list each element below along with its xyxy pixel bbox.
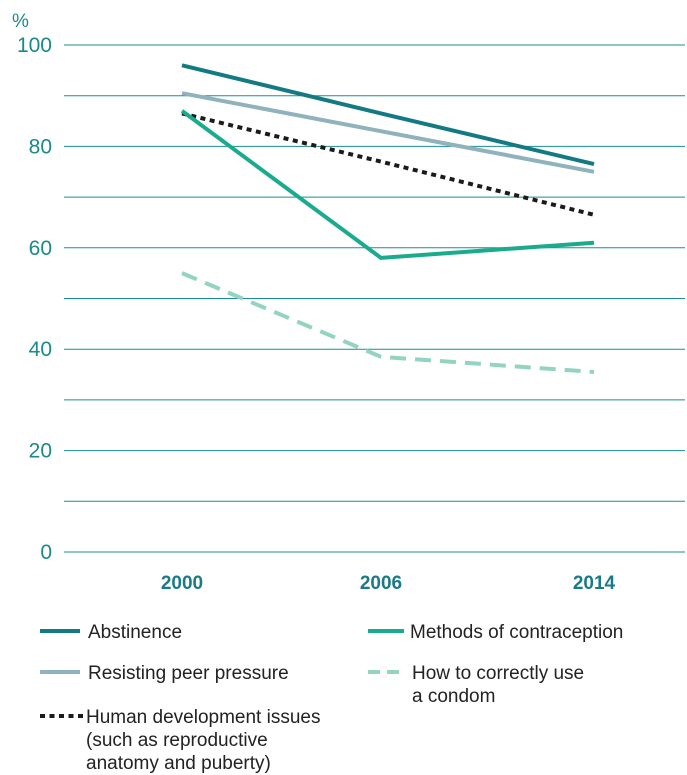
y-axis-unit-label: % bbox=[12, 11, 29, 32]
series-line-3 bbox=[180, 109, 595, 260]
series-lines bbox=[180, 63, 595, 374]
y-tick-label: 60 bbox=[29, 237, 52, 260]
legend-swatch-abstinence bbox=[40, 621, 84, 641]
legend-swatch-resisting-peer-pressure bbox=[40, 662, 84, 682]
gridlines bbox=[64, 44, 685, 553]
legend-item-resisting-peer-pressure: Resisting peer pressure bbox=[40, 662, 289, 685]
series-line-1 bbox=[181, 91, 595, 174]
legend-item-human-development: Human development issues (such as reprod… bbox=[40, 706, 320, 775]
x-tick-label: 2014 bbox=[573, 573, 616, 594]
legend-label-correct-condom-use: How to correctly use a condom bbox=[412, 663, 585, 707]
y-tick-label: 40 bbox=[29, 338, 52, 361]
legend-item-abstinence: Abstinence bbox=[40, 621, 182, 644]
legend-label-human-development: Human development issues (such as reprod… bbox=[86, 707, 321, 774]
y-tick-label: 100 bbox=[17, 34, 52, 57]
legend-swatch-methods-of-contraception bbox=[368, 621, 412, 641]
y-tick-label: 80 bbox=[29, 135, 52, 158]
legend-swatch-human-development bbox=[40, 706, 84, 726]
legend-label-abstinence: Abstinence bbox=[88, 622, 183, 643]
legend-item-correct-condom-use: How to correctly use a condom bbox=[368, 662, 584, 708]
legend-label-methods-of-contraception: Methods of contraception bbox=[410, 622, 624, 643]
legend-item-methods-of-contraception: Methods of contraception bbox=[368, 621, 623, 644]
y-axis-ticks: 0 20 40 60 80 100 bbox=[17, 34, 52, 564]
x-axis-ticks: 2000 2006 2014 bbox=[161, 573, 616, 594]
legend-label-resisting-peer-pressure: Resisting peer pressure bbox=[88, 663, 289, 684]
series-line-4 bbox=[181, 271, 595, 374]
legend-swatch-correct-condom-use bbox=[368, 662, 412, 682]
y-tick-label: 0 bbox=[40, 541, 52, 564]
series-line-2 bbox=[181, 111, 595, 217]
series-line-0 bbox=[181, 63, 595, 167]
y-tick-label: 20 bbox=[29, 440, 52, 463]
x-tick-label: 2006 bbox=[360, 573, 402, 594]
x-tick-label: 2000 bbox=[161, 573, 203, 594]
